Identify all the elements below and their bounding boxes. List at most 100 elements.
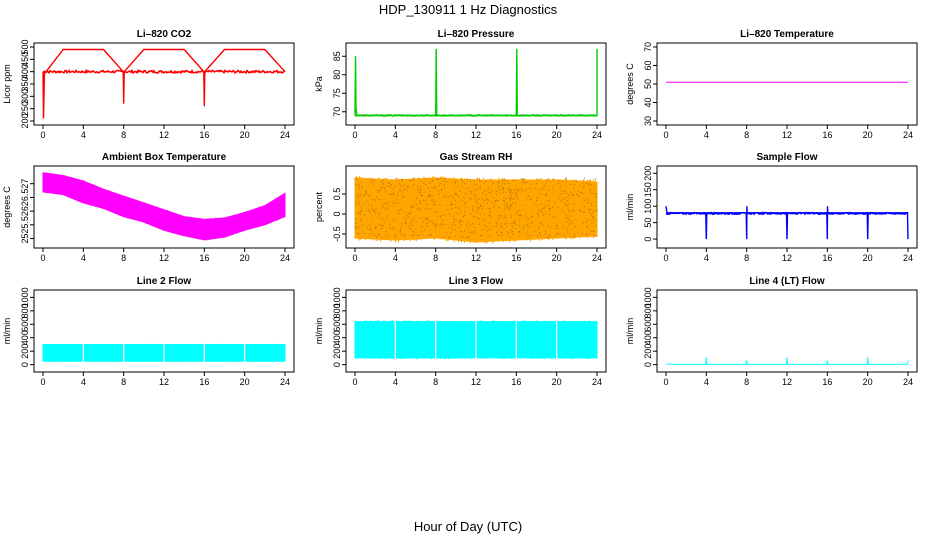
y-tick-label: 400 <box>20 64 30 79</box>
x-tick-label: 8 <box>121 253 126 263</box>
x-tick-label: 4 <box>393 130 398 140</box>
x-tick-label: 0 <box>40 253 45 263</box>
x-tick-label: 24 <box>280 130 290 140</box>
x-tick-label: 16 <box>822 130 832 140</box>
x-tick-label: 16 <box>199 130 209 140</box>
x-tick-label: 20 <box>240 377 250 387</box>
y-tick-label: 800 <box>643 303 653 318</box>
x-tick-label: 0 <box>663 377 668 387</box>
x-tick-label: 4 <box>393 253 398 263</box>
x-tick-label: 20 <box>552 253 562 263</box>
y-tick-label: 200 <box>332 344 342 359</box>
x-tick-label: 16 <box>199 253 209 263</box>
x-tick-label: 16 <box>822 377 832 387</box>
y-axis-label: Licor ppm <box>2 64 12 104</box>
plot-frame <box>33 42 295 126</box>
y-tick-label: 450 <box>20 52 30 67</box>
x-tick-label: 0 <box>40 130 45 140</box>
y-tick-label: 150 <box>643 182 653 197</box>
y-axis-label: ml/min <box>625 194 635 221</box>
y-tick-label: 350 <box>20 76 30 91</box>
x-tick-label: 8 <box>744 377 749 387</box>
panel-title: Sample Flow <box>756 152 817 163</box>
y-tick-label: 85 <box>332 51 342 61</box>
x-tick-label: 0 <box>352 253 357 263</box>
y-axis-label: ml/min <box>314 318 324 345</box>
data-series <box>665 206 909 240</box>
y-tick-label: 800 <box>332 303 342 318</box>
y-tick-label: 100 <box>643 199 653 214</box>
y-tick-label: 0.5 <box>332 188 342 201</box>
y-tick-label: 25 <box>20 234 30 244</box>
x-tick-label: 20 <box>240 130 250 140</box>
y-axis-label: degrees C <box>2 186 12 228</box>
panel-title: Li–820 Pressure <box>438 29 515 40</box>
x-tick-label: 24 <box>592 377 602 387</box>
x-axis-title: Hour of Day (UTC) <box>413 519 523 534</box>
plot-frame <box>345 42 607 126</box>
x-tick-label: 12 <box>471 253 481 263</box>
panel-title: Line 3 Flow <box>449 276 504 287</box>
x-tick-label: 12 <box>471 377 481 387</box>
x-tick-label: 24 <box>903 253 913 263</box>
x-tick-label: 12 <box>782 130 792 140</box>
x-tick-label: 4 <box>704 377 709 387</box>
y-tick-label: -0.5 <box>332 226 342 242</box>
panel-2: Li–820 Pressure 0 4 8 12 16 20 24 70 75 80 85 kPa <box>314 29 607 140</box>
x-tick-label: 0 <box>352 130 357 140</box>
y-tick-label: 0 <box>20 362 30 367</box>
x-tick-label: 20 <box>863 130 873 140</box>
x-tick-label: 0 <box>352 377 357 387</box>
y-tick-label: 800 <box>20 303 30 318</box>
y-tick-label: 25.5 <box>20 216 30 234</box>
y-tick-label: 400 <box>20 330 30 345</box>
x-tick-label: 4 <box>81 253 86 263</box>
plot-frame <box>656 42 918 126</box>
x-tick-label: 12 <box>159 130 169 140</box>
x-tick-label: 24 <box>903 130 913 140</box>
y-tick-label: 40 <box>643 97 653 107</box>
y-tick-label: 30 <box>643 116 653 126</box>
x-tick-label: 8 <box>121 130 126 140</box>
x-tick-label: 20 <box>552 130 562 140</box>
x-tick-label: 4 <box>704 130 709 140</box>
panel-title: Li–820 Temperature <box>740 29 834 40</box>
y-tick-label: 70 <box>332 107 342 117</box>
y-tick-label: 1000 <box>332 287 342 307</box>
x-tick-label: 4 <box>81 377 86 387</box>
data-baseline <box>42 68 286 75</box>
x-tick-label: 0 <box>663 130 668 140</box>
x-tick-label: 24 <box>903 377 913 387</box>
x-tick-label: 4 <box>81 130 86 140</box>
y-tick-label: 0 <box>332 362 342 367</box>
x-tick-label: 8 <box>433 130 438 140</box>
x-tick-label: 16 <box>511 253 521 263</box>
y-tick-label: 26.5 <box>20 189 30 207</box>
x-tick-label: 0 <box>40 377 45 387</box>
x-tick-label: 16 <box>511 377 521 387</box>
y-tick-label: 500 <box>20 39 30 54</box>
y-tick-label: 200 <box>20 344 30 359</box>
y-tick-label: 200 <box>643 344 653 359</box>
panel-9: Line 4 (LT) Flow 0 4 8 12 16 20 24 0 200400600800… <box>625 276 918 387</box>
data-series <box>666 357 909 365</box>
x-tick-label: 12 <box>782 377 792 387</box>
y-tick-label: 300 <box>20 89 30 104</box>
y-tick-label: 80 <box>332 70 342 80</box>
y-tick-label: 0 <box>332 211 342 216</box>
y-axis-label: degrees C <box>625 63 635 105</box>
x-tick-label: 16 <box>199 377 209 387</box>
panel-4: Ambient Box Temperature 0 4 8 12 16 20 24 2525.5… <box>2 152 295 263</box>
y-axis-label: ml/min <box>625 318 635 345</box>
data-texture <box>355 177 598 239</box>
panel-title: Li–820 CO2 <box>137 29 192 40</box>
x-tick-label: 20 <box>863 253 873 263</box>
data-series <box>354 48 598 117</box>
y-tick-label: 200 <box>643 166 653 181</box>
x-tick-label: 12 <box>159 253 169 263</box>
y-tick-label: 60 <box>643 60 653 70</box>
y-axis-label: kPa <box>314 76 324 92</box>
